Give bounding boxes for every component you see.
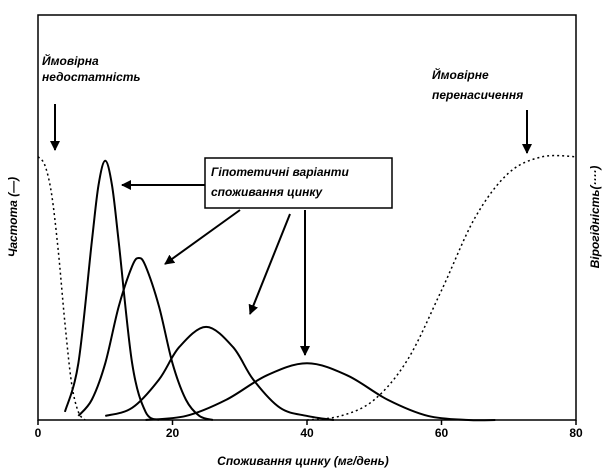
annotation: перенасичення (432, 88, 523, 102)
x-tick-label: 20 (166, 426, 180, 440)
annotation: Ймовірна (42, 52, 99, 68)
annotation: споживання цинку (211, 185, 324, 199)
probability-curve (306, 154, 577, 421)
frequency-curve (145, 362, 496, 422)
arrow (248, 213, 291, 315)
probability-curve (37, 156, 86, 421)
x-tick-label: 0 (35, 426, 42, 440)
annotation: Ймовірне (432, 66, 489, 82)
frequency-curve (104, 325, 335, 421)
x-axis-label: Споживання цинку (мг/день) (217, 454, 389, 468)
annotation-box (204, 157, 393, 209)
x-tick-label: 80 (569, 426, 583, 440)
annotation: Гіпотетичні варіанти (211, 165, 349, 179)
x-tick-label: 60 (435, 426, 449, 440)
y2-axis-label: Вірогідність(····) (588, 166, 602, 269)
arrow (164, 209, 241, 265)
annotation: недостатність (42, 70, 141, 84)
y-axis-label: Частота (—) (6, 177, 20, 257)
frequency-curve (77, 256, 214, 421)
frequency-curve (63, 159, 160, 421)
x-tick-label: 40 (300, 426, 314, 440)
